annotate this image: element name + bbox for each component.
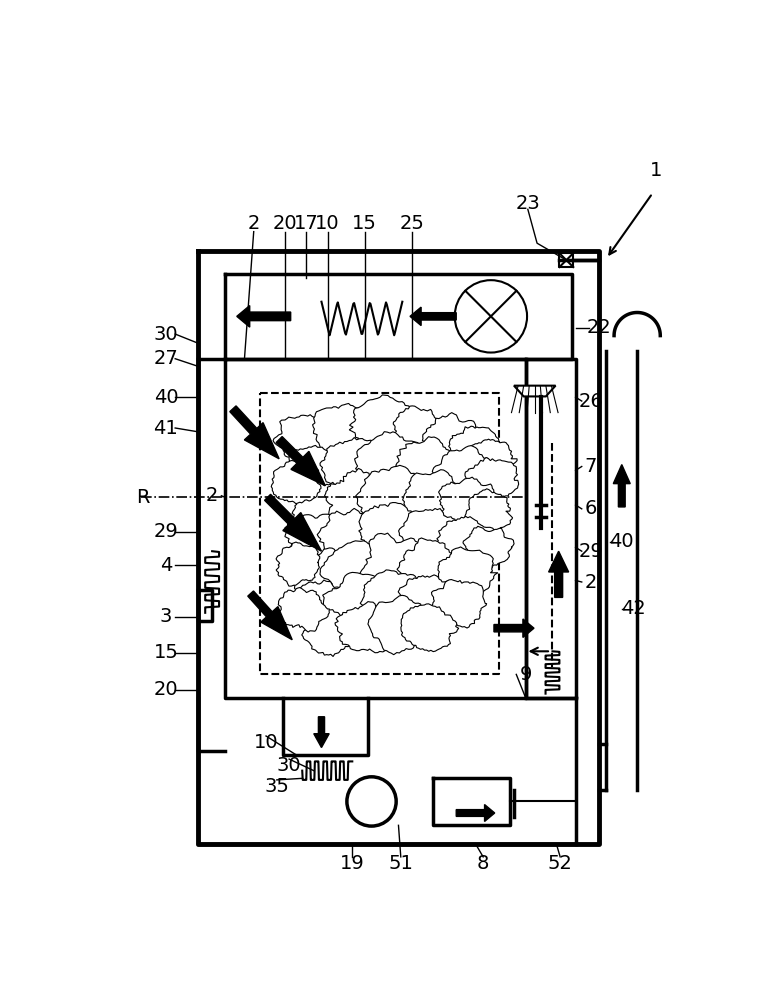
Polygon shape <box>410 307 456 326</box>
Text: 2: 2 <box>206 486 219 505</box>
Text: 22: 22 <box>586 318 611 337</box>
Polygon shape <box>465 489 513 536</box>
Text: 4: 4 <box>159 556 172 575</box>
Polygon shape <box>548 551 568 597</box>
Text: 10: 10 <box>254 733 278 752</box>
Polygon shape <box>314 717 330 748</box>
Polygon shape <box>302 609 354 657</box>
Polygon shape <box>423 413 487 464</box>
Text: 20: 20 <box>154 680 178 699</box>
Text: 29: 29 <box>578 542 604 561</box>
Text: 30: 30 <box>277 756 301 775</box>
Polygon shape <box>392 406 447 456</box>
Text: 17: 17 <box>293 214 319 233</box>
Text: 9: 9 <box>519 665 532 684</box>
Polygon shape <box>335 602 400 653</box>
Text: 10: 10 <box>316 214 340 233</box>
Text: 15: 15 <box>352 214 377 233</box>
Polygon shape <box>368 595 432 655</box>
Text: 42: 42 <box>621 599 646 618</box>
Text: 40: 40 <box>610 532 634 551</box>
Polygon shape <box>431 580 487 628</box>
Polygon shape <box>350 395 417 453</box>
Polygon shape <box>273 415 339 467</box>
Polygon shape <box>449 426 500 468</box>
Text: 30: 30 <box>154 325 178 344</box>
Polygon shape <box>265 494 322 551</box>
Text: 6: 6 <box>584 499 598 518</box>
Polygon shape <box>613 465 630 507</box>
Text: 51: 51 <box>388 854 413 873</box>
Polygon shape <box>396 437 460 494</box>
Text: 35: 35 <box>264 777 290 796</box>
Text: 19: 19 <box>340 854 365 873</box>
Text: 7: 7 <box>584 457 598 476</box>
Text: 8: 8 <box>477 854 490 873</box>
Polygon shape <box>360 533 433 598</box>
Text: 26: 26 <box>578 392 604 411</box>
Polygon shape <box>356 465 430 527</box>
Polygon shape <box>467 439 517 480</box>
Polygon shape <box>271 460 323 504</box>
Text: 15: 15 <box>153 643 179 662</box>
Text: 2: 2 <box>247 214 260 233</box>
Polygon shape <box>323 572 390 630</box>
Polygon shape <box>237 306 291 327</box>
Polygon shape <box>229 406 279 459</box>
Text: 25: 25 <box>400 214 425 233</box>
Polygon shape <box>439 477 497 524</box>
Polygon shape <box>285 445 343 496</box>
Polygon shape <box>320 541 389 601</box>
Polygon shape <box>456 805 495 821</box>
Polygon shape <box>354 432 427 492</box>
Polygon shape <box>436 516 497 565</box>
Polygon shape <box>397 538 466 595</box>
Polygon shape <box>313 403 381 456</box>
Polygon shape <box>399 509 465 562</box>
Text: 29: 29 <box>153 522 179 541</box>
Polygon shape <box>403 470 470 526</box>
Text: 40: 40 <box>154 388 178 407</box>
Polygon shape <box>292 477 348 530</box>
Polygon shape <box>325 468 393 531</box>
Polygon shape <box>465 458 519 504</box>
Polygon shape <box>359 503 427 562</box>
Polygon shape <box>494 619 534 637</box>
Polygon shape <box>276 542 320 586</box>
Polygon shape <box>437 547 498 599</box>
Text: 23: 23 <box>515 194 541 213</box>
Polygon shape <box>248 591 292 640</box>
Polygon shape <box>514 386 555 396</box>
Text: 2: 2 <box>584 572 598 591</box>
Text: 52: 52 <box>547 854 573 873</box>
Text: R: R <box>136 488 149 507</box>
Polygon shape <box>432 446 495 497</box>
Polygon shape <box>285 514 341 564</box>
Polygon shape <box>290 548 347 600</box>
Polygon shape <box>276 437 325 486</box>
Polygon shape <box>401 604 459 652</box>
Polygon shape <box>288 580 345 631</box>
Text: 41: 41 <box>153 418 179 438</box>
Polygon shape <box>278 588 330 632</box>
Polygon shape <box>317 508 389 566</box>
Text: 27: 27 <box>153 349 179 368</box>
Polygon shape <box>463 526 514 568</box>
Text: 1: 1 <box>650 161 663 180</box>
Polygon shape <box>397 575 458 625</box>
Polygon shape <box>320 438 387 497</box>
Polygon shape <box>360 570 433 626</box>
Text: 20: 20 <box>273 214 296 233</box>
Text: 3: 3 <box>159 607 172 626</box>
